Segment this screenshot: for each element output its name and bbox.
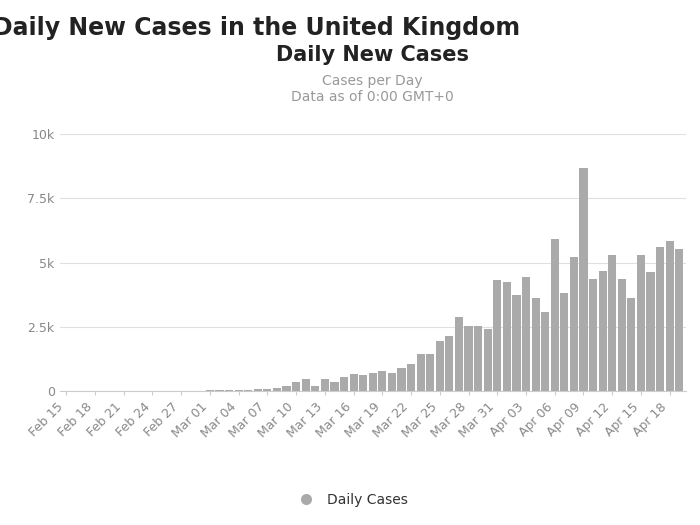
Bar bbox=[598, 271, 607, 391]
Bar bbox=[617, 279, 626, 391]
Bar bbox=[321, 380, 329, 391]
Bar bbox=[388, 373, 396, 391]
Bar bbox=[369, 373, 377, 391]
Bar bbox=[216, 390, 223, 391]
Text: Daily New Cases: Daily New Cases bbox=[276, 45, 469, 65]
Bar bbox=[302, 380, 310, 391]
Bar bbox=[340, 376, 348, 391]
Bar bbox=[378, 371, 386, 391]
Bar bbox=[580, 168, 587, 391]
Bar bbox=[484, 329, 492, 391]
Bar bbox=[445, 337, 454, 391]
Bar bbox=[656, 247, 664, 391]
Bar bbox=[541, 312, 550, 391]
Text: Daily New Cases in the United Kingdom: Daily New Cases in the United Kingdom bbox=[0, 16, 520, 40]
Bar bbox=[551, 239, 559, 391]
Bar bbox=[627, 298, 636, 391]
Bar bbox=[666, 240, 674, 391]
Bar bbox=[560, 293, 568, 391]
Bar bbox=[349, 374, 358, 391]
Bar bbox=[522, 277, 530, 391]
Bar bbox=[570, 257, 578, 391]
Bar bbox=[637, 255, 645, 391]
Bar bbox=[244, 390, 252, 391]
Bar bbox=[225, 390, 233, 391]
Bar bbox=[608, 255, 616, 391]
Bar bbox=[426, 354, 434, 391]
Bar bbox=[512, 295, 521, 391]
Bar bbox=[273, 388, 281, 391]
Bar bbox=[359, 374, 368, 391]
Bar bbox=[465, 326, 472, 391]
Bar bbox=[589, 279, 597, 391]
Bar bbox=[330, 382, 339, 391]
Legend: Daily Cases: Daily Cases bbox=[286, 488, 414, 513]
Bar bbox=[407, 364, 415, 391]
Bar bbox=[312, 386, 319, 391]
Bar bbox=[234, 390, 243, 391]
Bar bbox=[435, 341, 444, 391]
Bar bbox=[263, 389, 272, 391]
Bar bbox=[206, 390, 214, 391]
Bar bbox=[531, 298, 540, 391]
Bar bbox=[503, 282, 511, 391]
Bar bbox=[455, 317, 463, 391]
Bar bbox=[647, 272, 655, 391]
Bar bbox=[416, 354, 425, 391]
Bar bbox=[494, 280, 501, 391]
Text: Data as of 0:00 GMT+0: Data as of 0:00 GMT+0 bbox=[291, 90, 454, 104]
Bar bbox=[474, 326, 482, 391]
Bar bbox=[292, 382, 300, 391]
Text: Cases per Day: Cases per Day bbox=[323, 75, 423, 88]
Bar bbox=[283, 386, 290, 391]
Bar bbox=[253, 390, 262, 391]
Bar bbox=[676, 249, 683, 391]
Bar bbox=[398, 368, 405, 391]
